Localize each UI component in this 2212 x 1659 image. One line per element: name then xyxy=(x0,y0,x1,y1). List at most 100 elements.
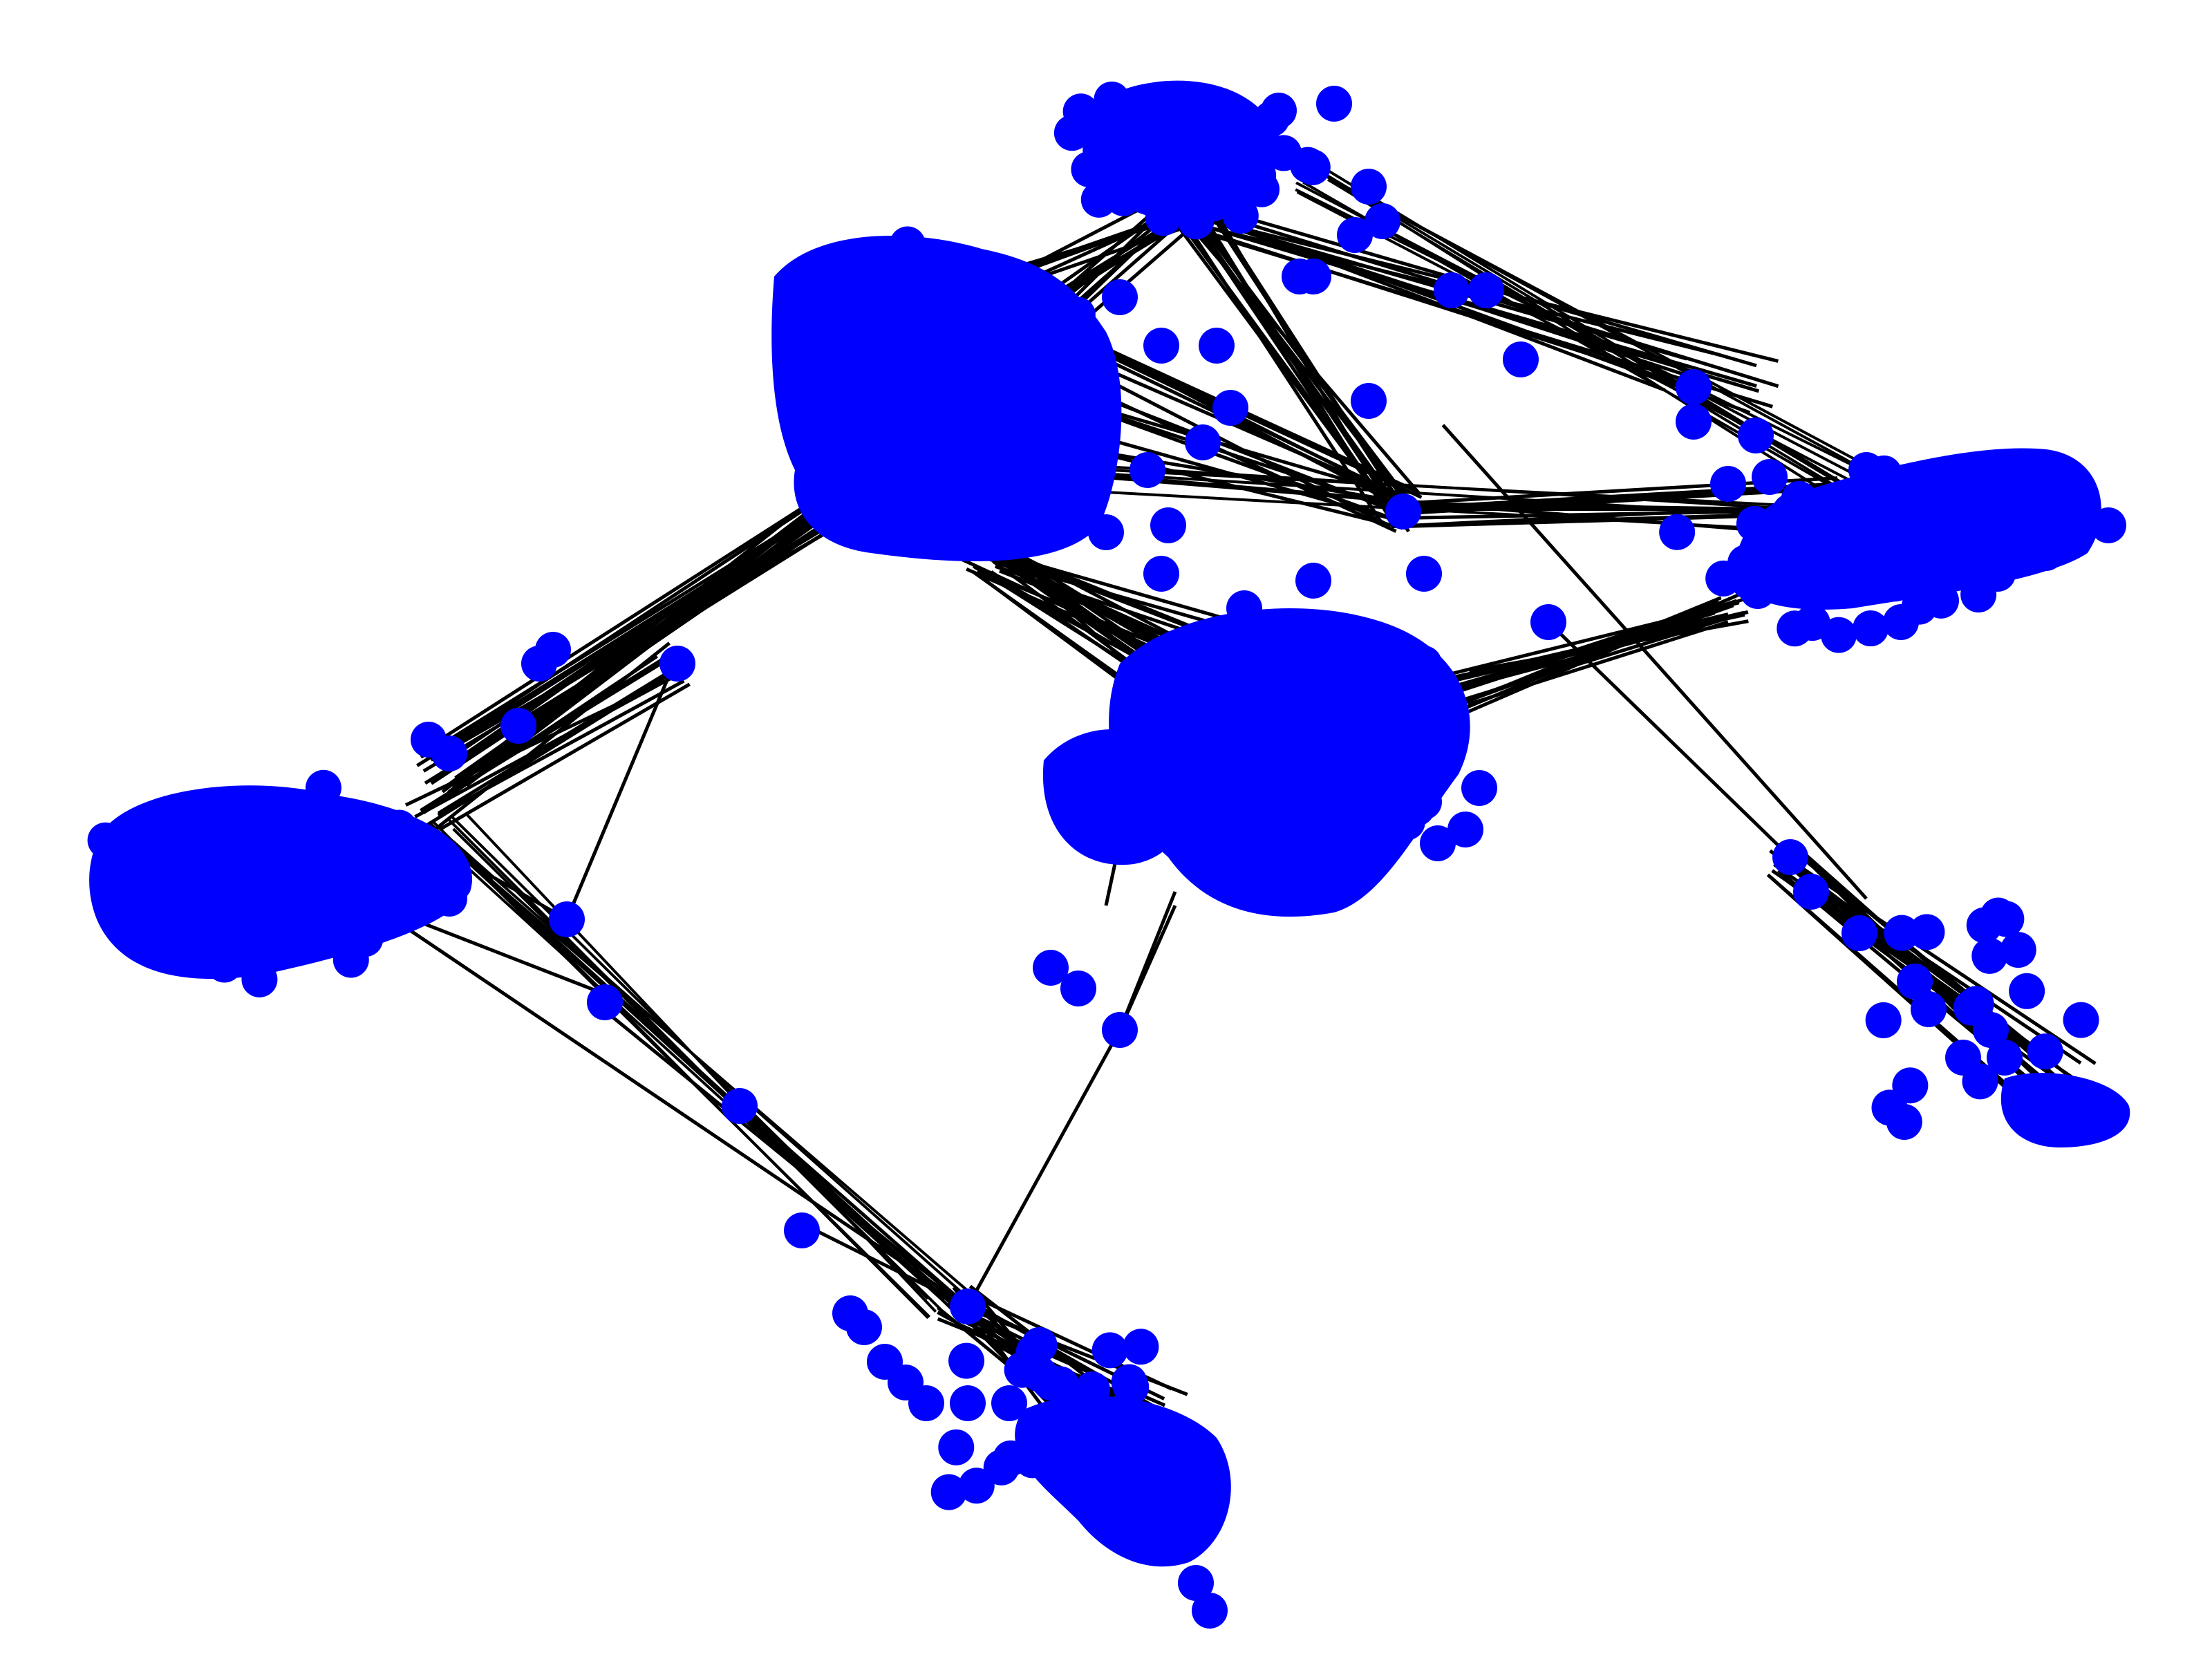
graph-node xyxy=(870,272,907,308)
graph-edge xyxy=(1803,874,2054,1063)
graph-node xyxy=(145,898,182,935)
graph-node xyxy=(241,961,278,997)
graph-node xyxy=(1909,914,1945,950)
graph-node xyxy=(1088,514,1124,550)
graph-node xyxy=(1144,1475,1181,1512)
graph-node xyxy=(193,852,229,889)
graph-edge xyxy=(1774,848,2097,1065)
graph-node xyxy=(1923,582,1960,619)
graph-node xyxy=(907,247,944,283)
graph-node xyxy=(1503,341,1539,377)
graph-edge xyxy=(1785,879,2100,1112)
graph-node xyxy=(1351,169,1387,205)
graph-node xyxy=(1091,1332,1128,1369)
graph-node xyxy=(1316,86,1352,122)
graph-node xyxy=(1958,986,1994,1022)
graph-node xyxy=(1461,770,1497,806)
graph-edge xyxy=(427,476,852,749)
graph-node xyxy=(991,1385,1027,1421)
graph-node xyxy=(233,853,270,890)
graph-node xyxy=(958,1468,995,1504)
graph-node xyxy=(1261,93,1297,129)
graph-node xyxy=(969,512,1006,548)
graph-edge xyxy=(959,1304,1188,1396)
graph-node xyxy=(106,903,142,939)
graph-node xyxy=(930,1474,967,1510)
graph-node xyxy=(1102,1510,1138,1546)
graph-node xyxy=(1530,604,1566,640)
graph-node xyxy=(861,339,898,376)
graph-node xyxy=(1294,149,1331,186)
graph-node xyxy=(1406,784,1442,820)
graph-node xyxy=(795,447,832,484)
graph-node xyxy=(2063,1002,2099,1038)
graph-edge xyxy=(422,511,852,773)
graph-node xyxy=(549,901,585,937)
graph-edge xyxy=(1173,220,1687,387)
graph-node xyxy=(1988,901,2025,937)
graph-node xyxy=(1094,81,1130,118)
graph-edge xyxy=(966,1029,1122,1308)
graph-node xyxy=(1076,1459,1113,1496)
graph-node xyxy=(307,874,343,910)
graph-node xyxy=(812,329,848,366)
graph-node xyxy=(329,848,366,885)
graph-node xyxy=(1367,668,1404,705)
graph-node xyxy=(863,496,899,532)
graph-node xyxy=(1102,1012,1138,1048)
graph-node xyxy=(2090,507,2126,543)
graph-node xyxy=(957,458,994,494)
graph-node xyxy=(1185,424,1221,460)
graph-node xyxy=(1222,198,1259,234)
graph-node xyxy=(1006,427,1043,464)
graph-node xyxy=(1021,1327,1058,1363)
graph-node xyxy=(825,465,862,501)
graph-node xyxy=(1821,535,1857,571)
graph-node xyxy=(1123,1413,1159,1449)
graph-node xyxy=(1053,115,1090,151)
graph-node xyxy=(1865,1002,1902,1038)
graph-node xyxy=(1883,604,1919,640)
graph-node xyxy=(2028,535,2064,571)
graph-node xyxy=(953,387,989,424)
graph-node xyxy=(1165,659,1202,695)
graph-node xyxy=(908,1385,944,1421)
graph-node xyxy=(1238,632,1275,668)
graph-node xyxy=(1033,1365,1069,1400)
graph-node xyxy=(1337,217,1373,253)
graph-node xyxy=(1212,390,1248,426)
graph-node xyxy=(1074,1371,1110,1407)
graph-node xyxy=(950,1385,986,1421)
graph-node xyxy=(955,270,991,307)
graph-node xyxy=(1033,950,1069,986)
graph-node xyxy=(1295,563,1331,599)
graph-node xyxy=(1052,375,1089,411)
graph-edge xyxy=(439,682,691,831)
graph-edge xyxy=(1406,480,1862,510)
graph-node xyxy=(1772,494,1808,529)
graph-node xyxy=(1363,763,1400,800)
graph-edge xyxy=(1450,610,1749,693)
graph-node xyxy=(198,807,234,843)
graph-node xyxy=(884,378,921,415)
graph-edge xyxy=(420,655,668,812)
graph-node xyxy=(1710,466,1746,502)
graph-node xyxy=(1250,832,1287,869)
graph-node xyxy=(384,870,420,907)
graph-node xyxy=(846,1309,882,1345)
graph-node xyxy=(1178,203,1215,240)
graph-node xyxy=(1059,297,1096,333)
graph-node xyxy=(1884,915,1920,951)
graph-node xyxy=(1143,328,1179,364)
graph-node xyxy=(1841,915,1877,951)
graph-node xyxy=(1190,747,1227,783)
graph-node xyxy=(1676,404,1712,440)
graph-node xyxy=(1772,839,1808,875)
graph-edge xyxy=(1188,224,1421,496)
graph-node xyxy=(1742,549,1779,585)
graph-node xyxy=(1777,610,1813,647)
graph-node xyxy=(2009,973,2045,1009)
graph-node xyxy=(1853,610,1889,647)
graph-node xyxy=(1273,756,1309,793)
